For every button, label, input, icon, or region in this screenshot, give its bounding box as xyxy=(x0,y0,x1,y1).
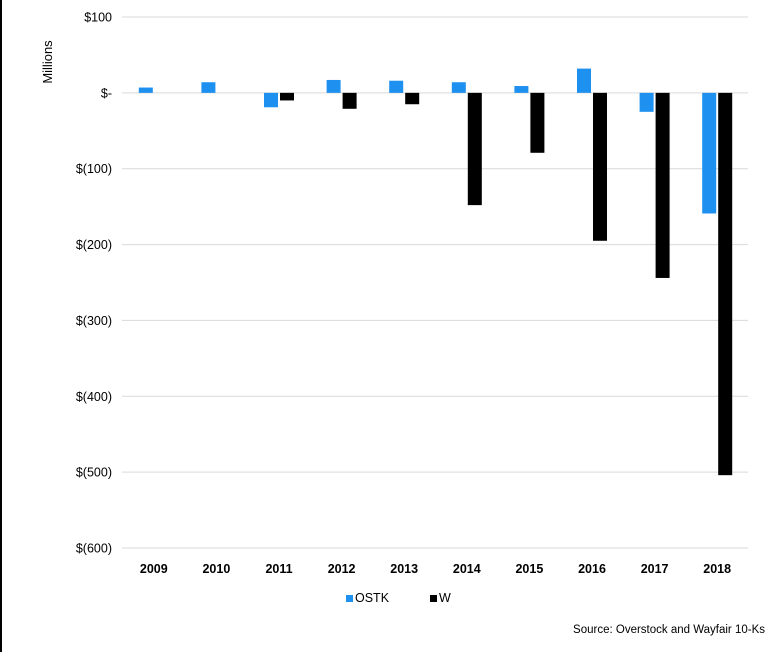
x-tick-label: 2018 xyxy=(703,562,731,576)
x-tick-label: 2009 xyxy=(140,562,168,576)
x-tick-label: 2017 xyxy=(641,562,669,576)
y-axis-title: Millions xyxy=(40,40,55,84)
x-tick-label: 2012 xyxy=(328,562,356,576)
x-tick-label: 2010 xyxy=(202,562,230,576)
legend-label-w: W xyxy=(439,591,451,605)
y-tick-label: $- xyxy=(101,86,112,100)
x-tick-label: 2011 xyxy=(265,562,292,576)
y-tick-label: $(100) xyxy=(76,162,112,176)
bar-w-2014 xyxy=(467,92,482,206)
legend: OSTK W xyxy=(346,591,451,605)
legend-swatch-w xyxy=(430,595,437,602)
bar-w-2013 xyxy=(405,92,420,105)
x-tick-label: 2015 xyxy=(515,562,543,576)
bar-ostk-2010 xyxy=(201,82,216,93)
legend-swatch-ostk xyxy=(346,595,353,602)
bar-ostk-2013 xyxy=(389,80,404,93)
x-tick-label: 2016 xyxy=(578,562,606,576)
bar-ostk-2018 xyxy=(702,92,717,214)
bar-w-2015 xyxy=(530,92,545,153)
y-tick-label: $(200) xyxy=(76,238,112,252)
y-tick-label: $(600) xyxy=(76,542,112,556)
y-tick-label: $(400) xyxy=(76,390,112,404)
source-note: Source: Overstock and Wayfair 10-Ks xyxy=(573,624,765,636)
bar-ostk-2012 xyxy=(326,79,341,93)
y-tick-label: $100 xyxy=(84,11,112,25)
bar-ostk-2015 xyxy=(514,86,529,93)
left-frame-border xyxy=(0,0,2,652)
x-tick-label: 2014 xyxy=(453,562,481,576)
bar-ostk-2014 xyxy=(451,82,466,93)
bar-w-2017 xyxy=(655,92,670,278)
legend-label-ostk: OSTK xyxy=(355,591,390,605)
y-tick-label: $(500) xyxy=(76,466,112,480)
bars xyxy=(138,68,733,476)
bar-ostk-2017 xyxy=(639,92,654,112)
bar-w-2012 xyxy=(342,92,357,109)
bar-ostk-2009 xyxy=(138,87,153,93)
bar-w-2016 xyxy=(593,92,607,241)
bar-w-2018 xyxy=(718,92,733,476)
gridlines xyxy=(122,16,748,549)
x-axis-tick-labels: 2009 2010 2011 2012 2013 2014 2015 2016 2017 2018 xyxy=(140,562,731,576)
bar-ostk-2016 xyxy=(577,68,591,93)
bar-w-2011 xyxy=(280,92,294,101)
y-axis-tick-labels: $100 $- $(100) $(200) $(300) $(400) $(500) $(60… xyxy=(76,11,112,556)
bar-ostk-2011 xyxy=(264,92,278,108)
y-tick-label: $(300) xyxy=(76,314,112,328)
x-tick-label: 2013 xyxy=(390,562,418,576)
